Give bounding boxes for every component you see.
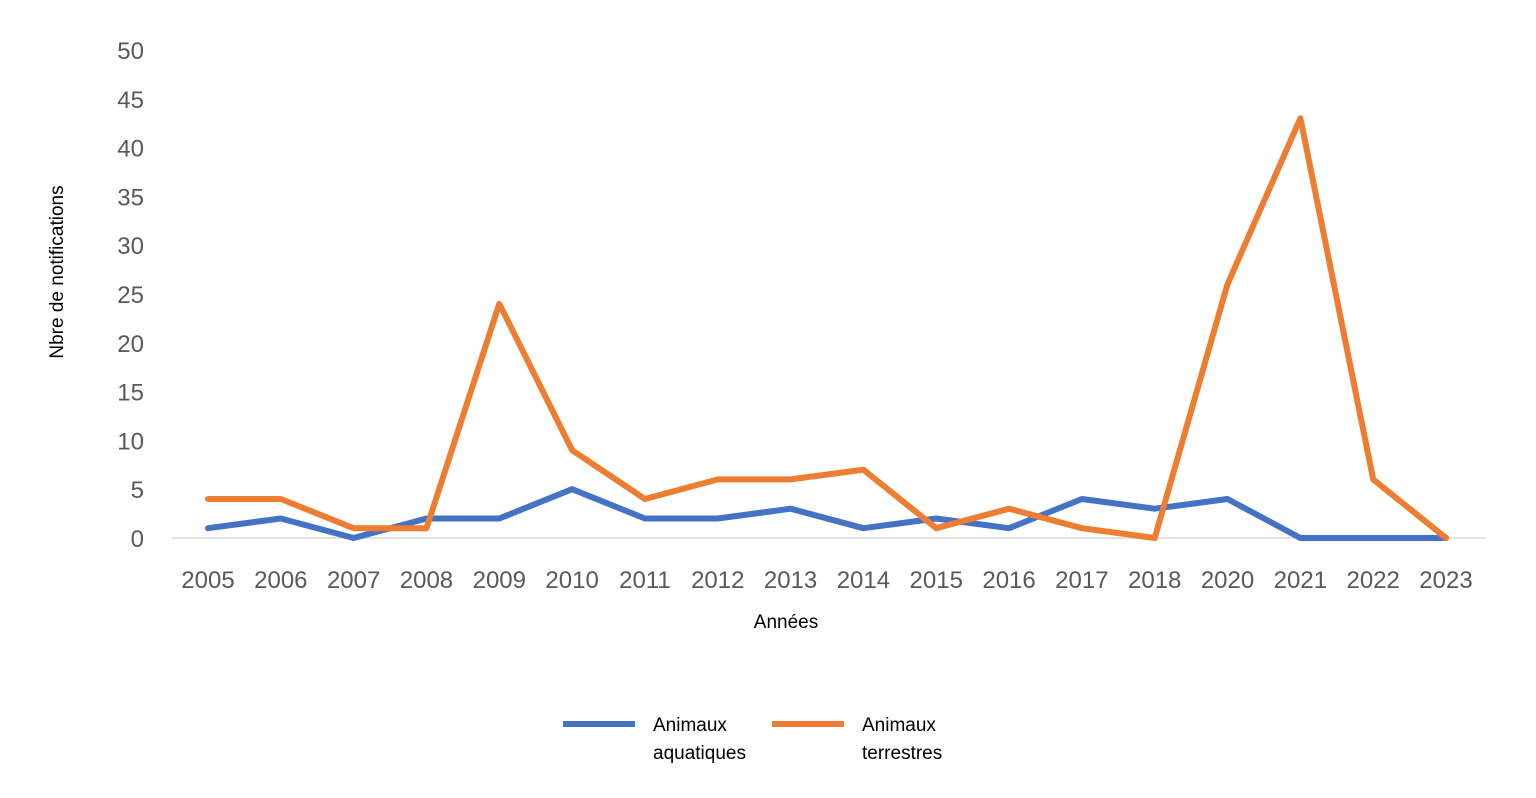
x-tick-label: 2010 — [545, 567, 598, 594]
legend-item-aquatic: Animaux aquatiques — [563, 715, 746, 764]
legend-label-line: Animaux — [862, 715, 936, 736]
series-group — [205, 115, 1449, 541]
x-axis-ticks: 2005 2006 2007 2008 2009 2010 2011 2012 2013 2014… — [181, 567, 1472, 594]
y-tick-label: 30 — [117, 233, 144, 260]
legend: Animaux aquatiques Animaux terrestres — [563, 715, 942, 764]
x-tick-label: 2016 — [982, 567, 1035, 594]
x-tick-label: 2007 — [327, 567, 380, 594]
y-tick-label: 15 — [117, 380, 144, 407]
x-axis-title: Années — [754, 612, 818, 633]
x-tick-label: 2023 — [1419, 567, 1472, 594]
y-tick-label: 25 — [117, 282, 144, 309]
legend-label-line: Animaux — [653, 715, 727, 736]
series-line-aquatic — [205, 486, 1449, 541]
x-tick-label: 2015 — [910, 567, 963, 594]
legend-item-terrestrial: Animaux terrestres — [772, 715, 942, 764]
series-line-terrestrial — [205, 115, 1449, 541]
x-tick-label: 2017 — [1055, 567, 1108, 594]
x-tick-label: 2011 — [619, 567, 671, 594]
x-tick-label: 2022 — [1346, 567, 1399, 594]
x-tick-label: 2008 — [400, 567, 453, 594]
legend-label-line: terrestres — [862, 743, 942, 764]
y-tick-label: 50 — [117, 38, 144, 65]
y-axis-title: Nbre de notifications — [47, 185, 68, 358]
x-tick-label: 2006 — [254, 567, 307, 594]
y-tick-label: 40 — [117, 136, 144, 163]
y-tick-label: 0 — [131, 526, 144, 553]
x-tick-label: 2012 — [691, 567, 744, 594]
y-tick-label: 10 — [117, 428, 144, 455]
legend-label-line: aquatiques — [653, 743, 746, 764]
x-tick-label: 2020 — [1201, 567, 1254, 594]
y-tick-label: 45 — [117, 87, 144, 114]
x-tick-label: 2013 — [764, 567, 817, 594]
x-tick-label: 2005 — [181, 567, 234, 594]
y-tick-label: 5 — [131, 477, 144, 504]
x-tick-label: 2014 — [837, 567, 890, 594]
x-tick-label: 2018 — [1128, 567, 1181, 594]
x-tick-label: 2009 — [473, 567, 526, 594]
y-axis-ticks: 0 5 10 15 20 25 30 35 40 45 50 — [117, 38, 144, 553]
y-tick-label: 20 — [117, 331, 144, 358]
x-tick-label: 2021 — [1274, 567, 1327, 594]
y-tick-label: 35 — [117, 184, 144, 211]
